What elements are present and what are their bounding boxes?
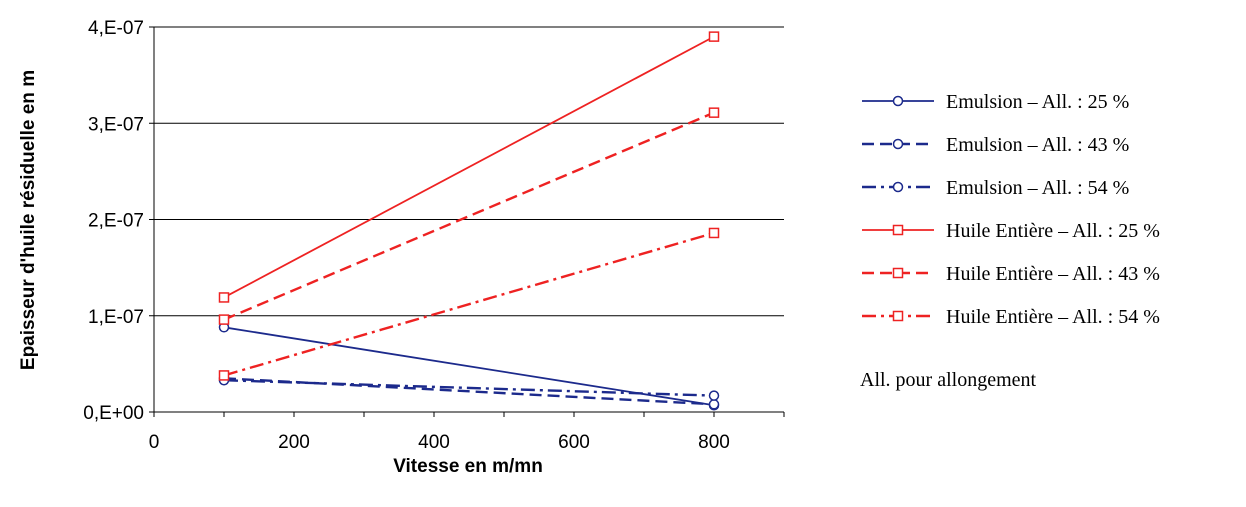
legend-entry-1: Emulsion – All. : 25 % bbox=[862, 91, 1129, 113]
x-tick-label: 600 bbox=[558, 432, 590, 453]
legend-label: Huile Entière – All. : 43 % bbox=[946, 263, 1160, 285]
legend-entry-4: Huile Entière – All. : 25 % bbox=[862, 220, 1160, 242]
tick-labels: 0,E+00 1,E-07 2,E-07 3,E-07 4,E-07 0 200 400 600… bbox=[83, 18, 730, 453]
axes bbox=[149, 26, 785, 417]
data-point bbox=[708, 399, 720, 410]
legend-marker bbox=[892, 267, 904, 279]
y-tick-label: 0,E+00 bbox=[83, 403, 144, 424]
x-tick-label: 400 bbox=[418, 432, 450, 453]
series-line bbox=[223, 379, 715, 397]
legend-entry-5: Huile Entière – All. : 43 % bbox=[862, 263, 1160, 285]
series-3 bbox=[218, 374, 720, 401]
series-1 bbox=[218, 322, 720, 411]
legend-entry-3: Emulsion – All. : 54 % bbox=[862, 177, 1129, 199]
x-tick-label: 800 bbox=[698, 432, 730, 453]
data-point bbox=[218, 370, 230, 381]
y-axis-title: Epaisseur d'huile résiduelle en m bbox=[18, 70, 39, 370]
y-tick-label: 2,E-07 bbox=[88, 211, 144, 232]
y-tick-label: 3,E-07 bbox=[88, 114, 144, 135]
legend-marker bbox=[892, 138, 904, 150]
data-point bbox=[708, 227, 720, 239]
data-point bbox=[708, 390, 720, 401]
y-tick-label: 1,E-07 bbox=[88, 307, 144, 328]
x-tick-label: 200 bbox=[278, 432, 310, 453]
data-point bbox=[708, 107, 720, 118]
data-series bbox=[218, 31, 720, 411]
legend-marker bbox=[892, 224, 904, 236]
legend-note: All. pour allongement bbox=[860, 369, 1037, 391]
legend-label: Emulsion – All. : 25 % bbox=[946, 91, 1129, 113]
data-point bbox=[218, 292, 230, 303]
legend-marker bbox=[892, 95, 904, 107]
series-line bbox=[223, 111, 715, 321]
legend-label: Emulsion – All. : 54 % bbox=[946, 177, 1129, 199]
legend-label: Huile Entière – All. : 54 % bbox=[946, 306, 1160, 328]
legend-label: Huile Entière – All. : 25 % bbox=[946, 220, 1160, 242]
x-tick-label: 0 bbox=[149, 432, 160, 453]
legend: Emulsion – All. : 25 % Emulsion – All. : … bbox=[862, 91, 1160, 328]
legend-marker bbox=[892, 181, 904, 193]
series-5 bbox=[218, 107, 720, 325]
series-4 bbox=[218, 31, 720, 303]
x-axis-title: Vitesse en m/mn bbox=[393, 456, 543, 477]
legend-marker bbox=[892, 310, 904, 322]
data-point bbox=[218, 314, 230, 325]
series-6 bbox=[218, 227, 720, 381]
data-point bbox=[708, 31, 720, 42]
series-2 bbox=[218, 373, 720, 410]
legend-entry-2: Emulsion – All. : 43 % bbox=[862, 134, 1129, 156]
legend-label: Emulsion – All. : 43 % bbox=[946, 134, 1129, 156]
legend-entry-6: Huile Entière – All. : 54 % bbox=[862, 306, 1160, 328]
series-line bbox=[223, 35, 715, 299]
series-line bbox=[223, 231, 715, 377]
grid-lines bbox=[154, 26, 784, 317]
y-tick-label: 4,E-07 bbox=[88, 18, 144, 39]
